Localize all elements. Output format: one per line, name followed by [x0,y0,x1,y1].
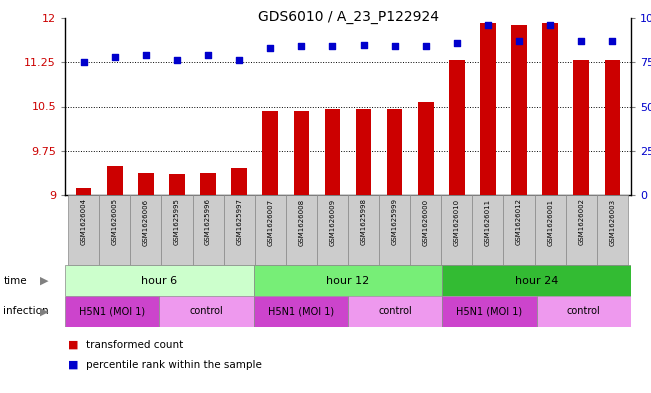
Text: GSM1625996: GSM1625996 [205,198,211,246]
Bar [574,61,589,195]
Bar [68,195,99,265]
Text: H5N1 (MOI 1): H5N1 (MOI 1) [79,307,145,316]
Point [265,45,275,51]
Text: GSM1626006: GSM1626006 [143,198,149,246]
Text: GSM1626010: GSM1626010 [454,198,460,246]
Bar [159,296,254,327]
Bar [325,109,340,195]
Bar [442,296,536,327]
Text: control: control [189,307,223,316]
Bar [597,195,628,265]
Text: GSM1626009: GSM1626009 [329,198,335,246]
Point [109,54,120,60]
Point [172,57,182,64]
Bar [223,195,255,265]
Point [358,41,368,48]
Bar [542,23,558,195]
Point [421,43,431,50]
Bar [65,265,254,296]
Bar [503,195,534,265]
Point [389,43,400,50]
Bar [138,173,154,195]
Text: GSM1626004: GSM1626004 [81,198,87,246]
Text: GSM1626012: GSM1626012 [516,198,522,246]
Text: GSM1625999: GSM1625999 [392,198,398,246]
Bar [605,61,620,195]
Bar [348,195,379,265]
Bar [231,168,247,195]
Text: GSM1626011: GSM1626011 [485,198,491,246]
Text: transformed count: transformed count [86,340,183,350]
Point [141,52,151,58]
Bar [536,296,631,327]
Bar [201,173,216,195]
Text: ■: ■ [68,360,79,370]
Bar [348,296,442,327]
Bar [566,195,597,265]
Bar [317,195,348,265]
Text: H5N1 (MOI 1): H5N1 (MOI 1) [268,307,334,316]
Bar [99,195,130,265]
Point [514,38,524,44]
Bar [441,195,473,265]
Bar [107,166,122,195]
Text: ▶: ▶ [40,275,49,285]
Bar [161,195,193,265]
Bar [262,111,278,195]
Bar [511,25,527,195]
Bar [169,174,185,195]
Point [203,52,214,58]
Bar [473,195,503,265]
Text: GSM1625997: GSM1625997 [236,198,242,246]
Bar [255,195,286,265]
Text: GSM1626001: GSM1626001 [547,198,553,246]
Bar [387,109,402,195]
Text: H5N1 (MOI 1): H5N1 (MOI 1) [456,307,523,316]
Bar [356,109,371,195]
Point [452,40,462,46]
Text: GSM1626005: GSM1626005 [112,198,118,246]
Bar [254,265,442,296]
Text: GSM1626003: GSM1626003 [609,198,615,246]
Bar [534,195,566,265]
Bar [76,188,91,195]
Text: control: control [378,307,412,316]
Bar [130,195,161,265]
Text: GSM1626008: GSM1626008 [298,198,305,246]
Text: time: time [3,275,27,285]
Bar [379,195,410,265]
Point [483,22,493,28]
Bar [254,296,348,327]
Text: ▶: ▶ [40,307,49,316]
Text: GSM1626000: GSM1626000 [422,198,429,246]
Bar [449,61,465,195]
Point [79,59,89,65]
Bar [442,265,631,296]
Point [607,38,618,44]
Text: hour 12: hour 12 [326,275,370,285]
Bar [65,296,159,327]
Text: GSM1626002: GSM1626002 [578,198,584,246]
Bar [418,102,434,195]
Point [296,43,307,50]
Bar [480,23,495,195]
Bar [410,195,441,265]
Text: hour 24: hour 24 [515,275,559,285]
Text: control: control [567,307,601,316]
Bar [193,195,223,265]
Bar [286,195,317,265]
Bar [294,111,309,195]
Point [234,57,244,64]
Text: hour 6: hour 6 [141,275,177,285]
Point [327,43,338,50]
Text: GSM1625995: GSM1625995 [174,198,180,245]
Text: GSM1625998: GSM1625998 [361,198,367,246]
Text: percentile rank within the sample: percentile rank within the sample [86,360,262,370]
Text: GSM1626007: GSM1626007 [268,198,273,246]
Point [545,22,555,28]
Point [576,38,587,44]
Text: ■: ■ [68,340,79,350]
Text: infection: infection [3,307,49,316]
Text: GDS6010 / A_23_P122924: GDS6010 / A_23_P122924 [258,10,439,24]
